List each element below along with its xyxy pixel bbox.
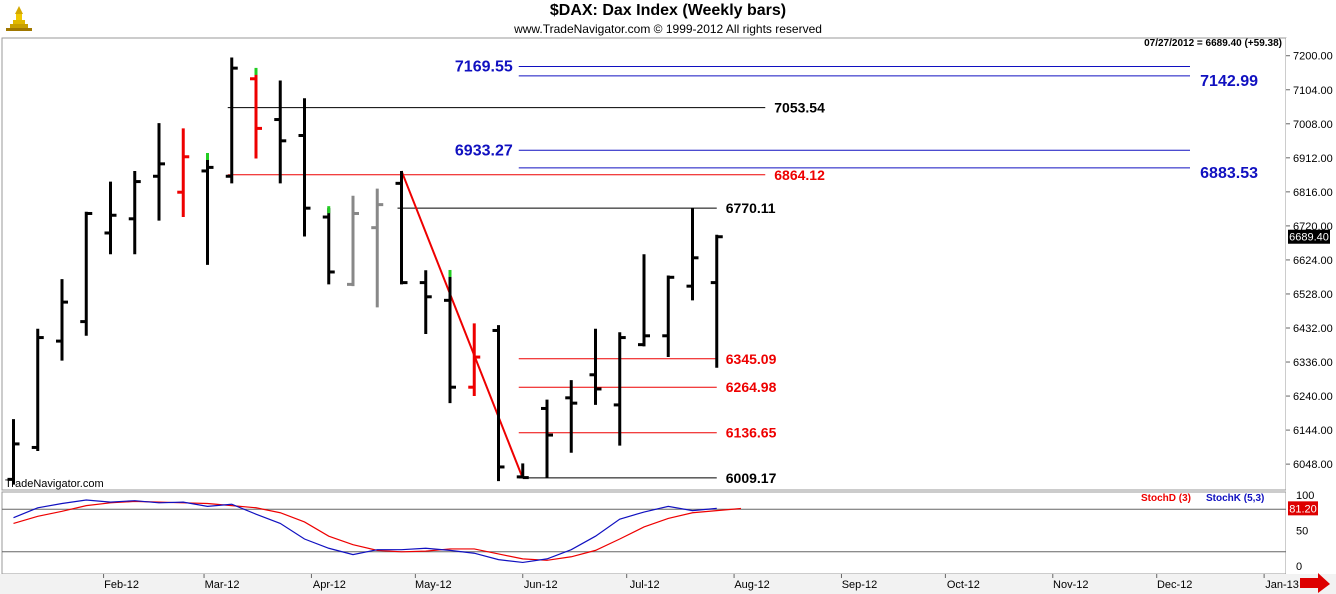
stoch-line-k xyxy=(13,499,717,564)
price-bar xyxy=(613,332,626,446)
level-label-6136.65: 6136.65 xyxy=(726,425,777,441)
level-label-6864.12: 6864.12 xyxy=(774,167,825,183)
price-bar xyxy=(395,170,408,285)
x-axis-tick-label: Apr-12 xyxy=(313,579,346,591)
stoch-last-box xyxy=(1288,501,1318,516)
price-bar xyxy=(541,399,553,478)
date-axis-strip xyxy=(0,574,1336,594)
price-bar xyxy=(31,328,44,452)
price-axis-strip xyxy=(1286,38,1336,574)
price-bar xyxy=(468,323,481,397)
stoch-line-d xyxy=(13,500,742,561)
level-label-7142.99: 7142.99 xyxy=(1200,73,1258,90)
price-bar xyxy=(201,152,214,265)
stoch-last-label: 81.20 xyxy=(1289,503,1317,515)
price-bar xyxy=(128,170,141,255)
stoch-y-tick-label: 0 xyxy=(1296,561,1302,573)
level-label-6883.53: 6883.53 xyxy=(1200,165,1258,182)
price-bar xyxy=(565,380,578,453)
y-axis-tick-label: 7008.00 xyxy=(1293,119,1333,131)
x-axis-tick-label: Jul-12 xyxy=(630,579,660,591)
price-bar xyxy=(298,98,311,237)
price-bar xyxy=(516,463,529,480)
price-bar xyxy=(589,328,602,405)
price-bar xyxy=(56,279,68,361)
chart-title: $DAX: Dax Index (Weekly bars) xyxy=(549,2,787,19)
x-axis-tick-label: Feb-12 xyxy=(104,579,139,591)
level-label-6009.17: 6009.17 xyxy=(726,470,777,486)
x-axis-tick-label: Dec-12 xyxy=(1157,579,1192,591)
price-bar xyxy=(7,419,20,485)
price-bar xyxy=(80,211,93,336)
x-axis-tick-label: Nov-12 xyxy=(1053,579,1088,591)
price-bar xyxy=(492,325,505,482)
x-axis-tick-label: Jan-13 xyxy=(1265,579,1299,591)
y-axis-tick-label: 6432.00 xyxy=(1293,323,1333,335)
price-bar xyxy=(225,57,238,184)
price-bar xyxy=(371,188,384,308)
chart-subtitle: www.TradeNavigator.com © 1999-2012 All r… xyxy=(514,22,822,36)
stoch-k-legend: StochK (5,3) xyxy=(1206,493,1264,504)
last-price-box xyxy=(1288,229,1330,244)
y-axis-tick-label: 6816.00 xyxy=(1293,187,1333,199)
level-label-6933.27: 6933.27 xyxy=(455,142,513,159)
x-axis-tick-label: Jun-12 xyxy=(524,579,558,591)
price-bar xyxy=(662,275,675,358)
last-price-label: 6689.40 xyxy=(1289,232,1329,244)
price-bar xyxy=(250,67,262,159)
y-axis-tick-label: 6624.00 xyxy=(1293,255,1333,267)
stoch-d-legend: StochD (3) xyxy=(1141,493,1191,504)
price-bar xyxy=(686,208,699,301)
y-axis-tick-label: 6912.00 xyxy=(1293,153,1333,165)
y-axis-tick-label: 6144.00 xyxy=(1293,425,1333,437)
price-bar xyxy=(638,254,650,347)
trend-line xyxy=(400,170,524,479)
price-bar xyxy=(274,80,287,184)
x-axis-tick-label: Oct-12 xyxy=(947,579,980,591)
y-axis-tick-label: 6528.00 xyxy=(1293,289,1333,301)
level-label-7053.54: 7053.54 xyxy=(774,100,825,116)
level-label-6770.11: 6770.11 xyxy=(726,200,776,216)
stoch-y-tick-label: 100 xyxy=(1296,490,1314,502)
x-axis-tick-label: May-12 xyxy=(415,579,452,591)
last-quote-text: 07/27/2012 = 6689.40 (+59.38) xyxy=(1144,38,1282,49)
price-bar xyxy=(153,123,165,221)
watermark-text: TradeNavigator.com xyxy=(5,478,104,490)
x-axis-tick-label: Aug-12 xyxy=(734,579,769,591)
price-bar xyxy=(419,270,432,335)
stoch-y-tick-label: 50 xyxy=(1296,526,1308,538)
price-bar xyxy=(710,234,723,368)
y-axis-tick-label: 7200.00 xyxy=(1293,51,1333,63)
price-bar xyxy=(444,269,456,404)
y-axis-tick-label: 6336.00 xyxy=(1293,357,1333,369)
level-label-6345.09: 6345.09 xyxy=(726,351,777,367)
level-label-7169.55: 7169.55 xyxy=(455,59,513,76)
x-axis-tick-label: Sep-12 xyxy=(842,579,877,591)
y-axis-tick-label: 6048.00 xyxy=(1293,459,1333,471)
price-bar xyxy=(177,128,190,218)
price-bar xyxy=(347,195,359,287)
trade-navigator-logo-icon xyxy=(6,6,32,31)
price-bar xyxy=(104,181,117,255)
scroll-right-arrow-icon[interactable] xyxy=(1300,573,1330,593)
price-bar xyxy=(322,206,335,285)
x-axis-tick-label: Mar-12 xyxy=(205,579,240,591)
y-axis-tick-label: 7104.00 xyxy=(1293,85,1333,97)
y-axis-tick-label: 6240.00 xyxy=(1293,391,1333,403)
level-label-6264.98: 6264.98 xyxy=(726,379,777,395)
